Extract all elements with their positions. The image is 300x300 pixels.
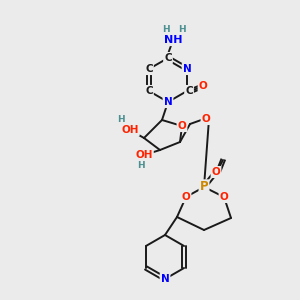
Text: H: H <box>117 116 125 124</box>
Text: C: C <box>145 86 153 96</box>
Text: N: N <box>164 97 172 107</box>
Text: H: H <box>178 26 186 34</box>
Text: O: O <box>182 192 190 202</box>
Text: NH: NH <box>164 35 182 45</box>
Text: O: O <box>212 167 220 177</box>
Text: C: C <box>185 86 193 96</box>
Text: O: O <box>202 114 210 124</box>
Text: C: C <box>145 64 153 74</box>
Text: O: O <box>220 192 228 202</box>
Text: N: N <box>183 64 191 74</box>
Text: O: O <box>199 81 207 91</box>
Text: P: P <box>200 181 208 194</box>
Text: OH: OH <box>135 150 153 160</box>
Text: N: N <box>160 274 169 284</box>
Text: H: H <box>162 26 170 34</box>
Text: OH: OH <box>121 125 139 135</box>
Text: H: H <box>137 161 145 170</box>
Text: C: C <box>164 53 172 63</box>
Text: O: O <box>178 121 186 131</box>
